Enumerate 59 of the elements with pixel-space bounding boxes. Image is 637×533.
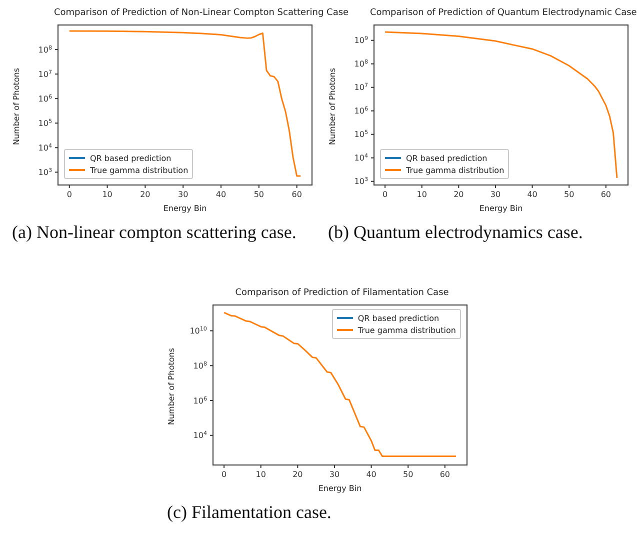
- x-tick-label: 0: [221, 470, 227, 480]
- y-tick-label: 10$^{8}$: [354, 58, 368, 69]
- y-tick-label: 10$^{3}$: [354, 176, 368, 186]
- y-tick-label: 10$^{10}$: [190, 326, 208, 336]
- y-axis-title: Number of Photons: [12, 68, 21, 145]
- x-tick-label: 10: [256, 470, 266, 480]
- y-axis-title: Number of Photons: [166, 348, 176, 425]
- legend-label: True gamma distribution: [406, 166, 504, 174]
- y-tick-label: 10$^{5}$: [38, 118, 52, 128]
- x-tick-label: 20: [140, 190, 150, 200]
- legend-label: QR based prediction: [90, 154, 172, 162]
- text: (b) Quantum electrodynamics case.: [327, 221, 584, 243]
- text: (c) Filamentation case.: [166, 501, 332, 523]
- y-tick-label: 10$^{4}$: [38, 142, 52, 152]
- y-tick-label: 10$^{8}$: [38, 44, 52, 54]
- y-tick-label: 10$^{8}$: [193, 360, 208, 370]
- y-tick-label: 10$^{4}$: [193, 430, 208, 440]
- legend-label: True gamma distribution: [90, 166, 188, 174]
- line-series: [68, 30, 302, 177]
- x-tick-label: 40: [366, 470, 376, 480]
- line-series: [384, 31, 618, 179]
- x-axis-title: Energy Bin: [318, 484, 362, 493]
- x-tick-label: 0: [66, 190, 72, 200]
- y-tick-label: 10$^{3}$: [38, 166, 52, 177]
- y-tick-label: 10$^{5}$: [354, 129, 368, 140]
- x-axis-title: Energy Bin: [479, 204, 523, 213]
- x-tick-label: 40: [216, 190, 226, 200]
- legend-label: QR based prediction: [358, 314, 440, 322]
- y-tick-label: 10$^{6}$: [38, 93, 52, 104]
- x-tick-label: 60: [600, 190, 612, 200]
- x-tick-label: 10: [416, 190, 427, 200]
- x-tick-label: 50: [254, 190, 264, 200]
- y-tick-label: 10$^{9}$: [354, 35, 368, 46]
- legend-label: True gamma distribution: [358, 326, 456, 334]
- x-tick-label: 30: [329, 470, 340, 480]
- x-tick-label: 40: [527, 190, 538, 200]
- y-axis-title: Number of Photons: [328, 68, 337, 145]
- x-tick-label: 50: [403, 470, 414, 480]
- legend-label: QR based prediction: [406, 154, 488, 162]
- x-tick-label: 50: [564, 190, 574, 200]
- y-tick-label: 10$^{4}$: [354, 152, 368, 163]
- y-tick-label: 10$^{7}$: [38, 68, 52, 79]
- x-axis-title: Energy Bin: [163, 204, 207, 213]
- x-tick-label: 30: [490, 190, 501, 200]
- text: (a) Non-linear compton scattering case.: [11, 221, 298, 243]
- chart-title: Comparison of Prediction of Non-Linear Compton Scattering Case: [53, 8, 349, 20]
- chart-title: Comparison of Prediction of Filamentation Case: [234, 288, 450, 300]
- x-tick-label: 20: [292, 470, 303, 480]
- x-tick-label: 60: [440, 470, 450, 480]
- x-tick-label: 60: [292, 190, 302, 200]
- line-series: [223, 312, 457, 458]
- y-tick-label: 10$^{7}$: [354, 82, 368, 92]
- x-tick-label: 20: [454, 190, 464, 200]
- x-tick-label: 0: [382, 190, 388, 200]
- x-tick-label: 10: [102, 190, 112, 200]
- y-tick-label: 10$^{6}$: [354, 106, 368, 116]
- y-tick-label: 10$^{6}$: [193, 395, 208, 406]
- chart-title: Comparison of Prediction of Quantum Electrodynamic Case: [370, 8, 637, 18]
- x-tick-label: 30: [178, 190, 188, 200]
